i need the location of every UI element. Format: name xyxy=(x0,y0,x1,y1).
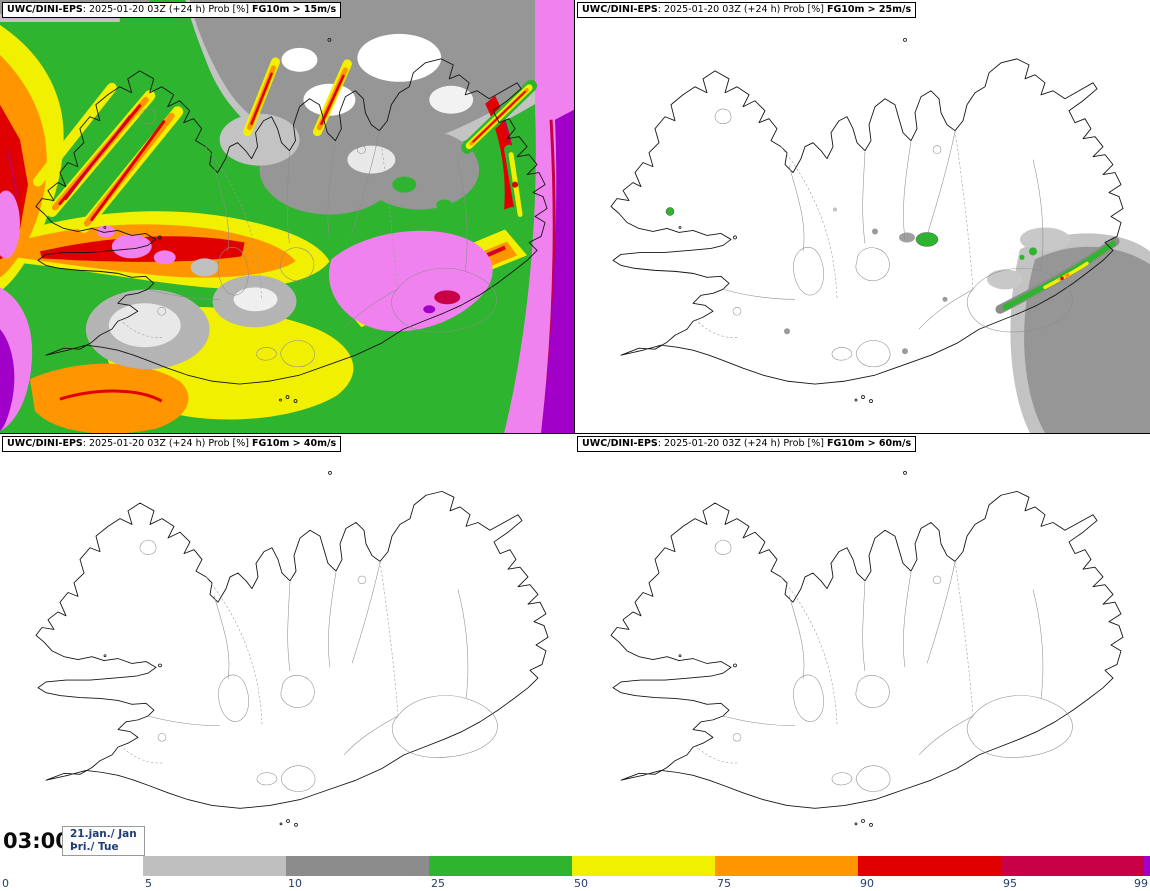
run-info: : 2025-01-20 03Z (+24 h) Prob [%] xyxy=(82,4,252,15)
map-panel-fg25: UWC/DINI-EPS: 2025-01-20 03Z (+24 h) Pro… xyxy=(575,0,1150,434)
colorbar-label: 99 xyxy=(1134,877,1148,890)
map-canvas-fg60 xyxy=(610,470,1124,827)
run-info: : 2025-01-20 03Z (+24 h) Prob [%] xyxy=(82,438,252,449)
run-info: : 2025-01-20 03Z (+24 h) Prob [%] xyxy=(657,438,827,449)
colorbar-label: 25 xyxy=(431,877,445,890)
colorbar-segment xyxy=(143,856,286,876)
colorbar-label: 5 xyxy=(145,877,152,890)
panel-title-fg15: UWC/DINI-EPS: 2025-01-20 03Z (+24 h) Pro… xyxy=(2,2,342,18)
colorbar-segment xyxy=(1144,856,1150,876)
probability-field-fg25 xyxy=(665,207,1150,433)
date-box: 21.jan./ Jan Þri./ Tue xyxy=(62,826,145,856)
colorbar-label: 0 xyxy=(2,877,9,890)
valid-time-label: 03:00 xyxy=(3,829,70,853)
map-panel-fg40: UWC/DINI-EPS: 2025-01-20 03Z (+24 h) Pro… xyxy=(0,434,575,856)
colorbar-segment xyxy=(1001,856,1144,876)
colorbar-segment xyxy=(572,856,715,876)
date-line-1: 21.jan./ Jan xyxy=(70,828,137,840)
colorbar-label: 90 xyxy=(860,877,874,890)
colorbar-segment xyxy=(715,856,858,876)
threshold-label: FG10m > 60m/s xyxy=(826,438,912,449)
map-canvas-fg40 xyxy=(35,470,549,827)
colorbar-label: 50 xyxy=(574,877,588,890)
panel-title-fg25: UWC/DINI-EPS: 2025-01-20 03Z (+24 h) Pro… xyxy=(577,2,917,18)
colorbar-labels: 0 5 10 25 50 75 90 95 99 xyxy=(0,877,1150,891)
panel-title-fg40: UWC/DINI-EPS: 2025-01-20 03Z (+24 h) Pro… xyxy=(2,436,342,452)
threshold-label: FG10m > 40m/s xyxy=(251,438,337,449)
model-name: UWC/DINI-EPS xyxy=(7,438,83,449)
colorbar-segment xyxy=(286,856,429,876)
colorbar-label: 75 xyxy=(717,877,731,890)
colorbar xyxy=(0,856,1150,876)
threshold-label: FG10m > 25m/s xyxy=(826,4,912,15)
panel-title-fg60: UWC/DINI-EPS: 2025-01-20 03Z (+24 h) Pro… xyxy=(577,436,917,452)
colorbar-segment xyxy=(0,856,143,876)
date-line-2: Þri./ Tue xyxy=(70,841,119,853)
probability-field-fg15 xyxy=(0,0,574,433)
colorbar-segment xyxy=(429,856,572,876)
run-info: : 2025-01-20 03Z (+24 h) Prob [%] xyxy=(657,4,827,15)
map-canvas-fg15 xyxy=(0,0,574,433)
colorbar-label: 10 xyxy=(288,877,302,890)
threshold-label: FG10m > 15m/s xyxy=(251,4,337,15)
model-name: UWC/DINI-EPS xyxy=(7,4,83,15)
model-name: UWC/DINI-EPS xyxy=(582,438,658,449)
model-name: UWC/DINI-EPS xyxy=(582,4,658,15)
map-canvas-fg25 xyxy=(610,37,1150,433)
map-panel-fg15: UWC/DINI-EPS: 2025-01-20 03Z (+24 h) Pro… xyxy=(0,0,575,434)
map-panel-fg60: UWC/DINI-EPS: 2025-01-20 03Z (+24 h) Pro… xyxy=(575,434,1150,856)
colorbar-label: 95 xyxy=(1003,877,1017,890)
colorbar-segment xyxy=(858,856,1001,876)
